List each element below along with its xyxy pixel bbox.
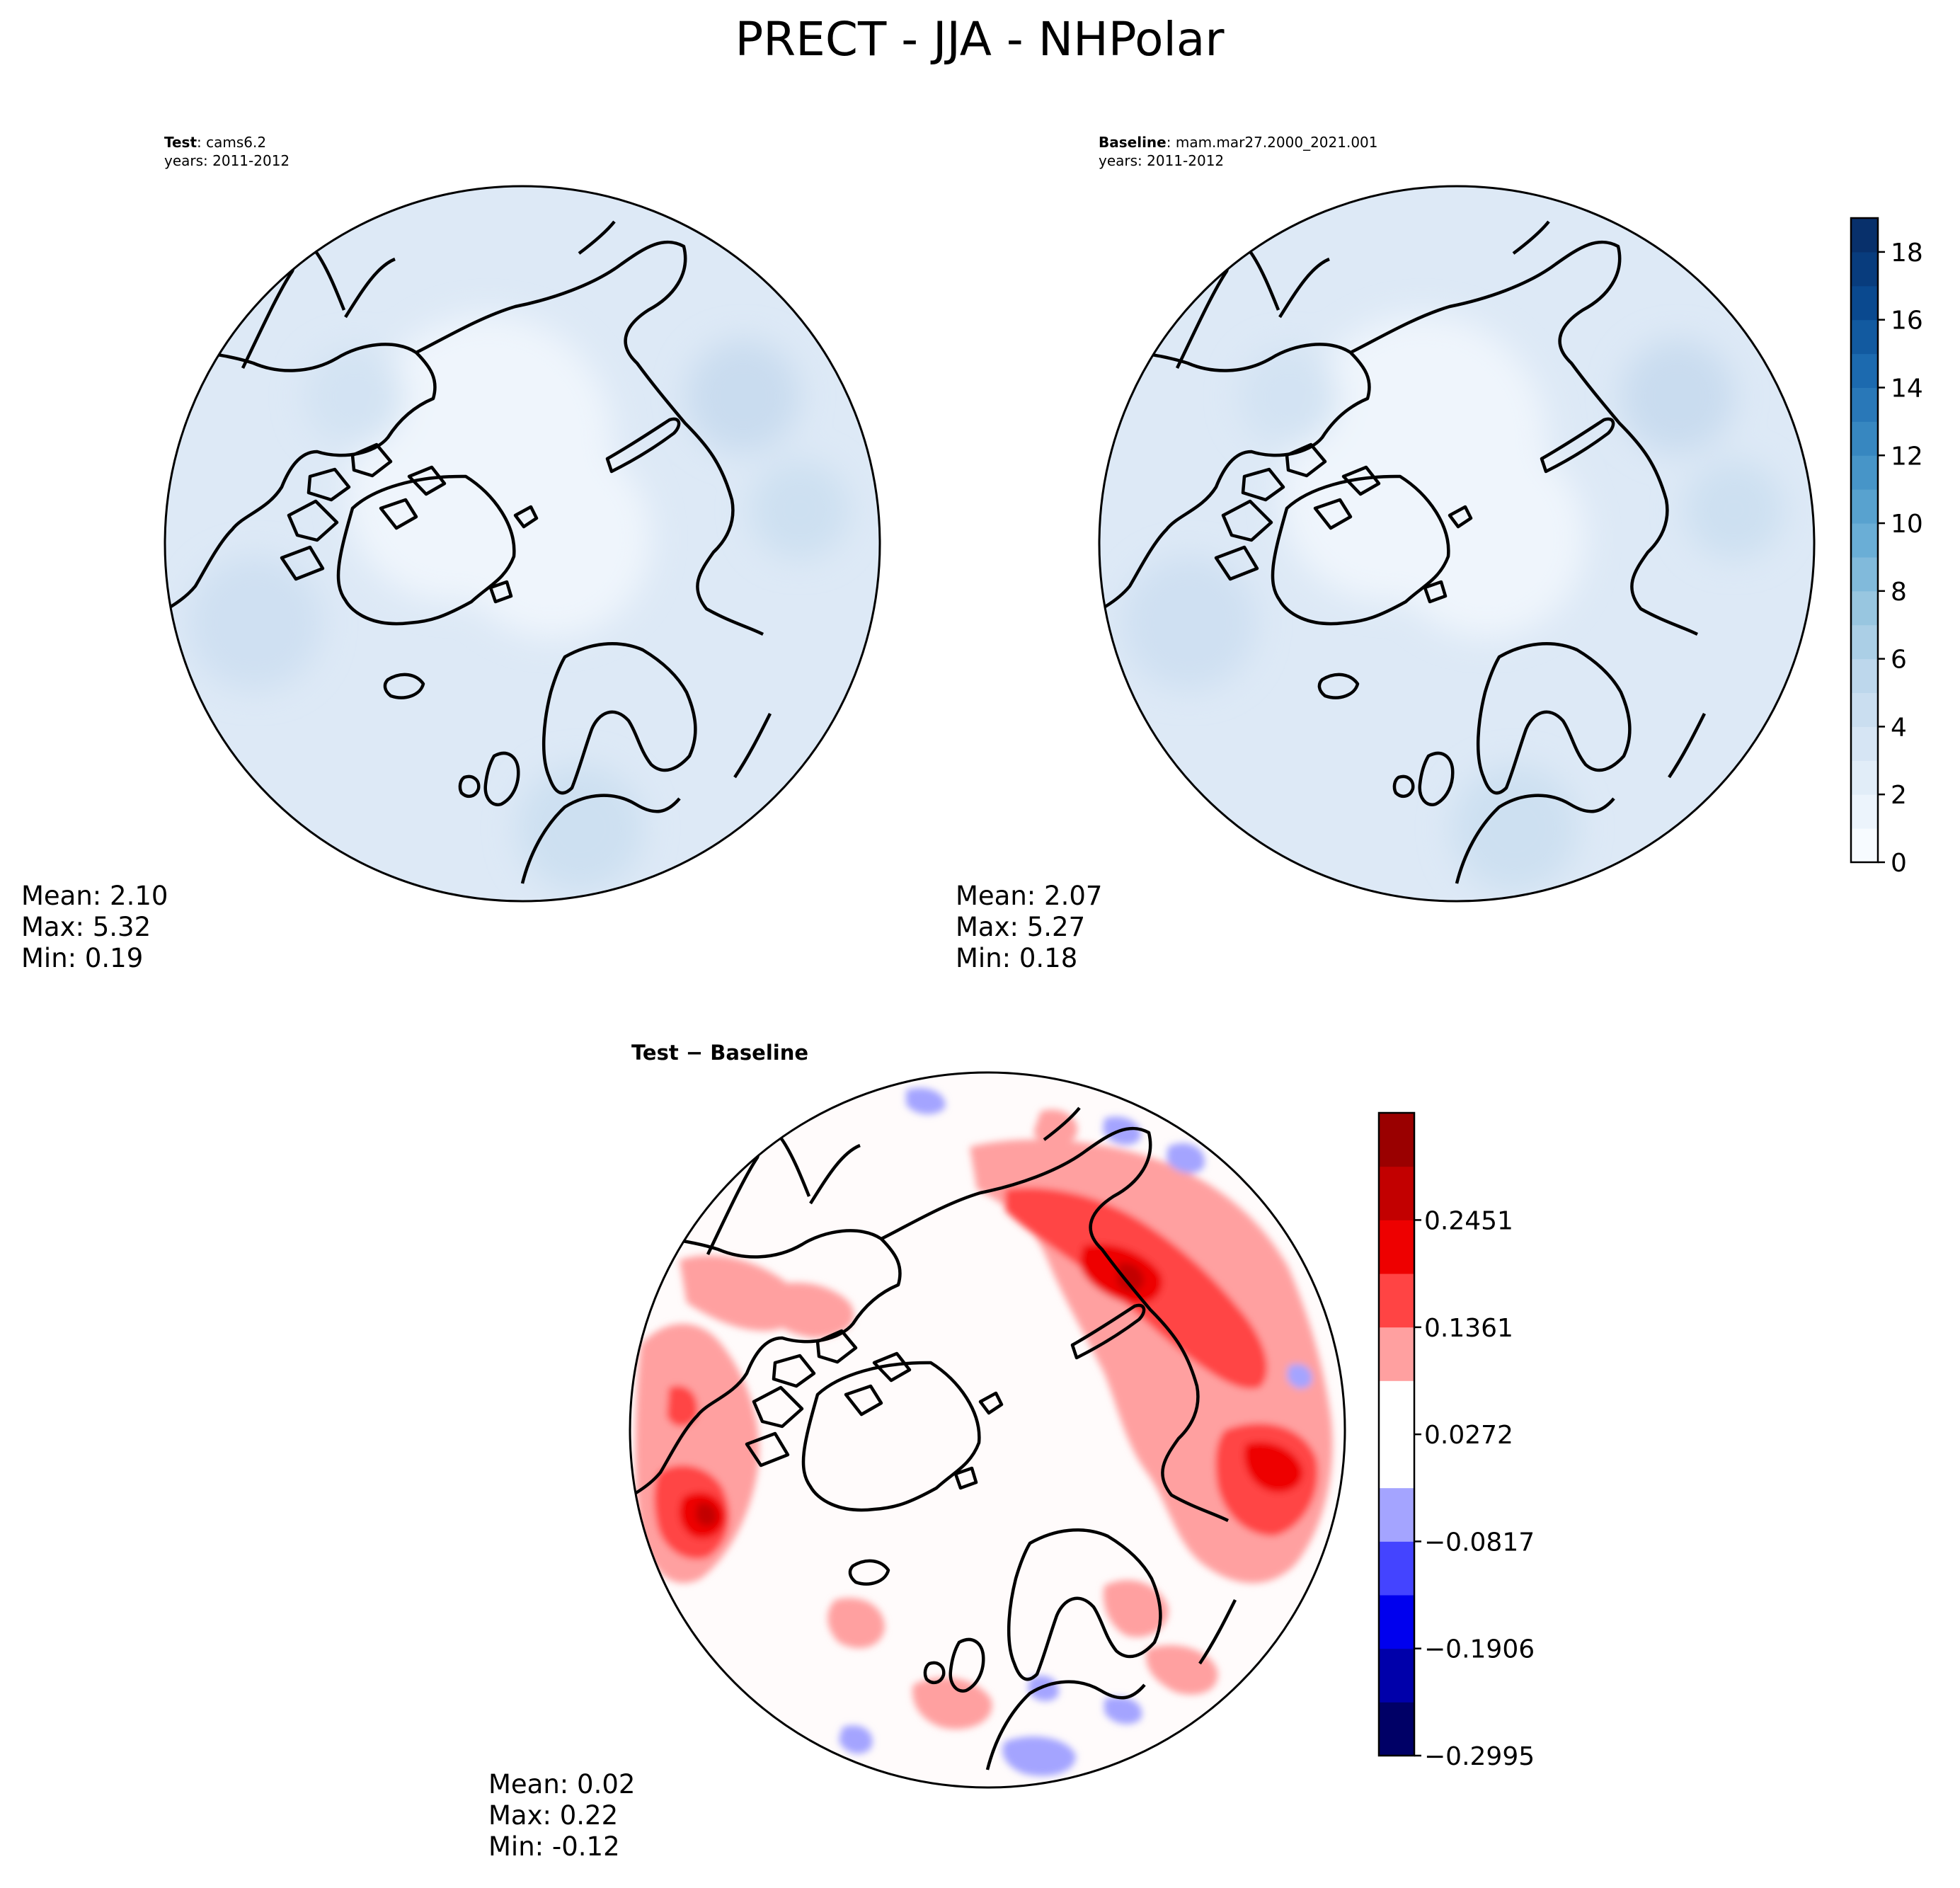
precip-colorbar-band: [1851, 624, 1878, 660]
figure-title: PRECT - JJA - NHPolar: [735, 12, 1225, 67]
panel-baseline: Baseline: mam.mar27.2000_2021.001 years:…: [956, 134, 1923, 973]
precip-colorbar-tick-label: 18: [1891, 239, 1923, 268]
panel-baseline-label-bold: Baseline: [1099, 134, 1167, 151]
panel-diff-boundary: [629, 1071, 1346, 1789]
precip-colorbar-band: [1851, 556, 1878, 592]
precip-colorbar-tick-label: 4: [1891, 713, 1907, 742]
panel-baseline-map: [1099, 186, 1814, 901]
panel-diff-min: Min: -0.12: [488, 1831, 620, 1862]
precip-colorbar-band: [1851, 590, 1878, 626]
diff-colorbar-band: [1379, 1166, 1414, 1220]
precip-colorbar-band: [1851, 421, 1878, 456]
precip-colorbar-band: [1851, 828, 1878, 863]
panel-baseline-mean: Mean: 2.07: [956, 881, 1102, 911]
panel-test-years: years: 2011-2012: [164, 152, 290, 169]
panel-test-label-rest: : cams6.2: [197, 134, 266, 151]
precip-colorbar-band: [1851, 251, 1878, 287]
diff-colorbar-tick-label: 0.1361: [1424, 1314, 1513, 1343]
panel-test-max: Max: 5.32: [21, 912, 151, 942]
precip-colorbar-band: [1851, 319, 1878, 355]
panel-test-map: [165, 186, 880, 901]
diff-colorbar-band: [1379, 1220, 1414, 1274]
diff-colorbar-band: [1379, 1487, 1414, 1542]
panel-baseline-min: Min: 0.18: [956, 943, 1077, 973]
precip-colorbar-band: [1851, 387, 1878, 422]
diff-colorbar-band: [1379, 1541, 1414, 1596]
precip-colorbar: 0 2 4 6 8 10 12 14 16 18: [1850, 217, 1923, 878]
precip-colorbar-band: [1851, 523, 1878, 558]
panel-test-label: Test: cams6.2: [164, 134, 266, 151]
diff-colorbar-band: [1379, 1648, 1414, 1703]
panel-test-min: Min: 0.19: [21, 943, 143, 973]
diff-colorbar-band: [1379, 1380, 1414, 1435]
precip-colorbar-tick-label: 2: [1891, 781, 1907, 810]
precip-colorbar-band: [1851, 455, 1878, 490]
precip-colorbar-band: [1851, 658, 1878, 694]
precip-colorbar-tick-label: 10: [1891, 510, 1923, 539]
precip-colorbar-frame: [1850, 217, 1879, 864]
panel-test-mean: Mean: 2.10: [21, 881, 168, 911]
panel-baseline-years: years: 2011-2012: [1099, 152, 1224, 169]
precip-colorbar-tick-label: 8: [1891, 578, 1907, 607]
diff-colorbar-tick-label: 0.0272: [1424, 1421, 1513, 1450]
precip-colorbar-tick-label: 16: [1891, 307, 1923, 336]
diff-colorbar-band: [1379, 1595, 1414, 1649]
precip-colorbar-band: [1851, 726, 1878, 761]
precip-colorbar-tick-label: 6: [1891, 646, 1907, 675]
diff-colorbar-band: [1379, 1274, 1414, 1328]
diff-colorbar-band: [1379, 1327, 1414, 1381]
panel-diff-label: Test − Baseline: [631, 1041, 808, 1065]
diff-colorbar-band: [1379, 1434, 1414, 1489]
panel-test: Test: cams6.2 years: 2011-2012 Mean: 2.1…: [21, 134, 881, 973]
panel-baseline-label-rest: : mam.mar27.2000_2021.001: [1167, 134, 1378, 151]
panel-baseline-boundary: [1098, 185, 1816, 903]
panel-diff-max: Max: 0.22: [488, 1800, 618, 1831]
panel-baseline-label: Baseline: mam.mar27.2000_2021.001: [1099, 134, 1378, 151]
diff-colorbar-tick-label: −0.0817: [1424, 1528, 1535, 1557]
panel-test-label-bold: Test: [164, 134, 197, 151]
precip-colorbar-tick-label: 14: [1891, 374, 1923, 403]
diff-colorbar-band: [1379, 1702, 1414, 1756]
precip-colorbar-tick-label: 0: [1891, 849, 1907, 878]
panel-baseline-max: Max: 5.27: [956, 912, 1085, 942]
panel-diff-mean: Mean: 0.02: [488, 1769, 635, 1800]
diff-colorbar-tick-label: −0.2995: [1424, 1742, 1535, 1771]
precip-colorbar-band: [1851, 489, 1878, 524]
precip-colorbar-tick-label: 12: [1891, 442, 1923, 471]
precip-colorbar-band: [1851, 353, 1878, 388]
precip-colorbar-band: [1851, 760, 1878, 795]
precip-colorbar-band: [1851, 218, 1878, 253]
diff-colorbar-band: [1379, 1113, 1414, 1167]
diff-colorbar: −0.2995 −0.1906 −0.0817 0.0272 0.1361 0.2451: [1377, 1111, 1535, 1771]
panel-test-boundary: [164, 185, 881, 903]
panel-diff-map: [630, 1072, 1345, 1787]
diff-colorbar-tick-label: −0.1906: [1424, 1635, 1535, 1664]
precip-colorbar-band: [1851, 692, 1878, 727]
diff-colorbar-tick-label: 0.2451: [1424, 1206, 1513, 1235]
precip-colorbar-band: [1851, 285, 1878, 321]
panel-diff: Test − Baseline: [488, 1041, 1535, 1862]
precip-colorbar-band: [1851, 794, 1878, 829]
